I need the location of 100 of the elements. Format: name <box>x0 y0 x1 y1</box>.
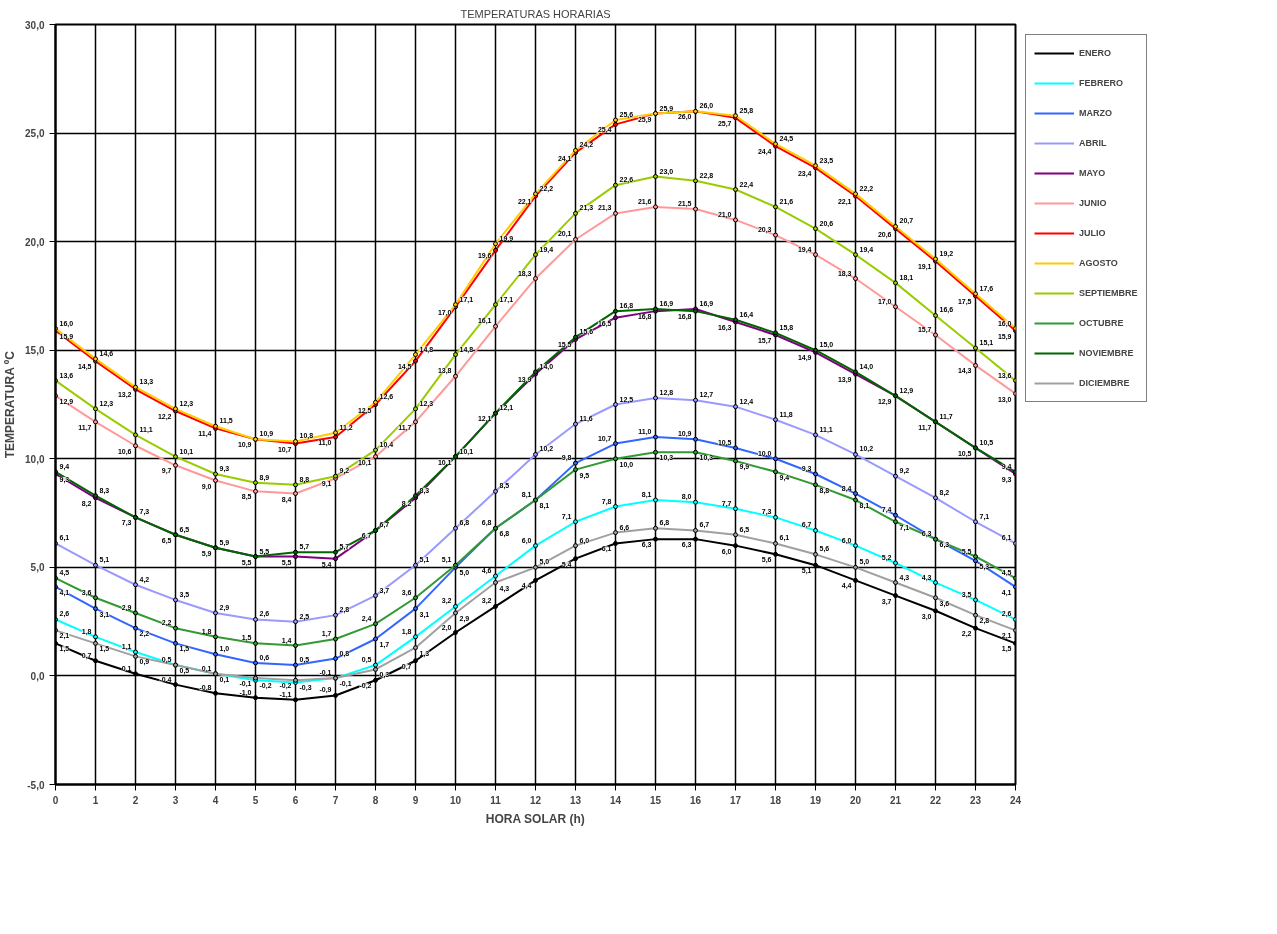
point <box>453 352 458 358</box>
point <box>973 554 978 559</box>
point <box>533 564 538 570</box>
point <box>693 449 698 455</box>
point <box>373 621 378 627</box>
point <box>333 556 338 562</box>
x-tick-label: 11 <box>490 794 502 806</box>
point <box>613 210 618 216</box>
x-tick-label: 1 <box>92 794 99 806</box>
point <box>413 419 418 425</box>
point <box>293 643 298 649</box>
x-tick-label: 8 <box>372 794 379 806</box>
y-tick-label: 10,0 <box>25 453 45 465</box>
legend-label: ABRIL <box>1079 138 1107 148</box>
point <box>773 456 778 462</box>
point <box>213 651 218 657</box>
point <box>613 530 618 536</box>
point <box>413 562 418 568</box>
point <box>853 252 858 258</box>
x-tick-label: 7 <box>332 794 339 806</box>
point <box>133 649 138 655</box>
x-tick-label: 10 <box>449 794 462 806</box>
point <box>453 373 458 379</box>
y-tick-label: 30,0 <box>25 19 45 31</box>
x-tick-label: 21 <box>889 794 902 806</box>
legend-label: DICIEMBRE <box>1079 378 1130 388</box>
point <box>373 666 378 672</box>
point <box>253 695 258 701</box>
x-tick-label: 22 <box>929 794 942 806</box>
legend-label: AGOSTO <box>1079 258 1118 268</box>
point <box>93 595 98 601</box>
point <box>773 232 778 238</box>
point <box>653 497 658 503</box>
point <box>613 182 618 188</box>
x-tick-label: 24 <box>1009 794 1022 806</box>
point <box>213 690 218 696</box>
point <box>573 556 578 562</box>
point <box>813 482 818 488</box>
x-tick-label: 14 <box>609 794 622 806</box>
point <box>773 417 778 423</box>
point <box>133 582 138 588</box>
point <box>413 658 418 664</box>
point <box>893 473 898 479</box>
chart-title: TEMPERATURAS HORARIAS <box>460 7 611 20</box>
point <box>213 471 218 477</box>
point <box>733 187 738 193</box>
point <box>213 610 218 616</box>
point <box>333 636 338 642</box>
point <box>733 532 738 538</box>
point <box>893 519 898 525</box>
point <box>93 606 98 612</box>
point <box>893 593 898 599</box>
point <box>813 432 818 438</box>
point <box>453 610 458 616</box>
point <box>133 653 138 659</box>
point <box>493 573 498 579</box>
y-tick-label: 25,0 <box>25 128 45 140</box>
point <box>93 658 98 664</box>
point <box>693 527 698 533</box>
point <box>653 174 658 179</box>
point <box>533 543 538 549</box>
point <box>373 447 378 453</box>
point <box>93 634 98 640</box>
point <box>93 406 98 412</box>
point <box>613 504 618 510</box>
point <box>853 564 858 570</box>
point <box>453 630 458 635</box>
x-tick-label: 23 <box>969 794 982 806</box>
point <box>733 217 738 223</box>
point <box>693 178 698 184</box>
point <box>573 236 578 242</box>
x-tick-label: 12 <box>529 794 542 806</box>
point <box>893 280 898 286</box>
point <box>493 323 498 329</box>
y-tick-label: 20,0 <box>25 236 45 248</box>
legend-label: SEPTIEMBRE <box>1079 288 1138 298</box>
point <box>173 454 178 460</box>
point <box>413 606 418 612</box>
point <box>693 536 698 542</box>
point <box>613 308 618 314</box>
y-tick-label: -5,0 <box>27 779 45 791</box>
y-tick-label: 0,0 <box>30 670 45 682</box>
point <box>413 352 418 358</box>
point <box>853 577 858 583</box>
x-tick-label: 13 <box>569 794 582 806</box>
point <box>293 662 298 668</box>
point <box>333 612 338 618</box>
point <box>813 226 818 232</box>
point <box>493 488 498 494</box>
point <box>93 640 98 646</box>
x-tick-label: 9 <box>412 794 419 806</box>
legend-label: JULIO <box>1079 228 1106 238</box>
point <box>693 397 698 403</box>
point <box>933 595 938 601</box>
point <box>973 597 978 603</box>
point <box>933 332 938 338</box>
point <box>653 204 658 210</box>
x-tick-label: 6 <box>292 794 299 806</box>
point <box>253 660 258 666</box>
point <box>293 619 298 625</box>
